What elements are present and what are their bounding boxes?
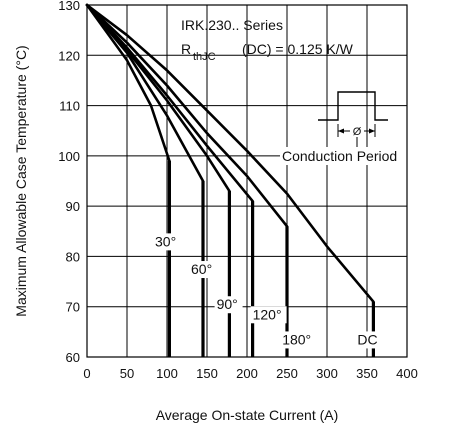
conduction-period-glyph: Ø — [318, 91, 388, 147]
y-tick-label: 70 — [66, 300, 80, 315]
rth-value: (DC) = 0.125 K/W — [242, 41, 354, 57]
rth-subscript: thJC — [193, 51, 216, 63]
conduction-period-label: Conduction Period — [282, 148, 397, 164]
series-labels: 30° 60° 90° 120°180° DC — [153, 233, 378, 349]
x-tick-label: 350 — [356, 366, 378, 381]
series-label-text: DC — [357, 331, 377, 347]
arrow-right-icon — [369, 128, 375, 134]
series-label-text: 30° — [155, 233, 176, 249]
series-label-text: 60° — [191, 261, 212, 277]
y-axis-label: Maximum Allowable Case Temperature (°C) — [13, 45, 29, 316]
series-label-text: 120° — [253, 306, 282, 322]
series-title: IRK.230.. Series — [181, 17, 283, 33]
series-line — [85, 3, 254, 203]
plot-frame — [86, 4, 408, 358]
y-tick-label: 100 — [58, 149, 80, 164]
series-label: 30° — [153, 233, 181, 251]
x-tick-label: 0 — [83, 366, 90, 381]
arrow-left-icon — [338, 128, 344, 134]
series-label: 180° — [280, 331, 317, 349]
series-line — [85, 3, 171, 163]
series-line — [85, 3, 289, 228]
series-label: DC — [355, 331, 378, 349]
x-tick-label: 300 — [316, 366, 338, 381]
y-tick-label: 80 — [66, 249, 80, 264]
y-tick-label: 130 — [58, 0, 80, 13]
y-tick-label: 60 — [66, 350, 80, 365]
x-tick-label: 100 — [156, 366, 178, 381]
x-tick-label: 150 — [196, 366, 218, 381]
x-tick-label: 400 — [396, 366, 418, 381]
tick-labels: 0 50 100 150 200 250 300 350 400 60 70 80 90 100 110 12… — [58, 0, 418, 381]
x-tick-label: 250 — [276, 366, 298, 381]
series-label-text: 180° — [282, 331, 311, 347]
x-tick-label: 200 — [236, 366, 258, 381]
series-label-text: 90° — [217, 296, 238, 312]
y-tick-label: 120 — [58, 48, 80, 63]
grid — [87, 5, 407, 357]
x-tick-label: 50 — [120, 366, 134, 381]
conduction-symbol: Ø — [353, 126, 362, 138]
rth-symbol: R — [181, 41, 191, 57]
series-label: 60° — [189, 261, 217, 279]
y-tick-label: 90 — [66, 199, 80, 214]
x-axis-label: Average On-state Current (A) — [156, 407, 339, 423]
series-label: 90° — [214, 296, 243, 314]
series-line — [85, 3, 375, 304]
pulse-shape — [318, 91, 388, 121]
series-label: 120° — [250, 306, 287, 324]
y-tick-label: 110 — [59, 99, 80, 114]
